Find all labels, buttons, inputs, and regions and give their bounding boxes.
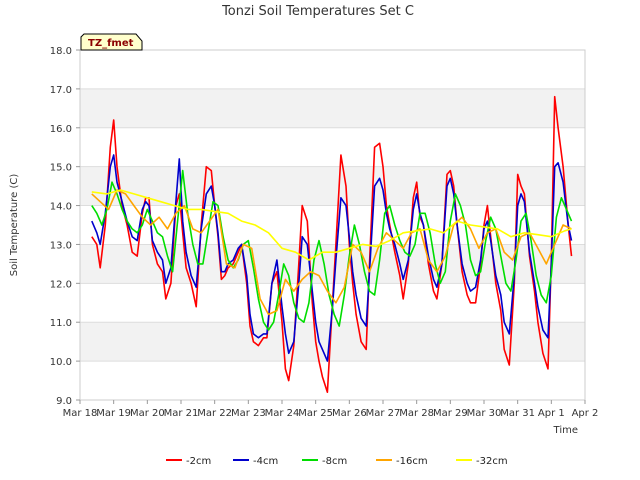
legend-label: -8cm: [322, 456, 347, 467]
grid-bands: [80, 88, 585, 362]
x-tick-label: Mar 27: [366, 408, 401, 419]
y-tick-label: 18.0: [50, 46, 72, 57]
tz-annotation-box: [80, 33, 143, 51]
x-tick-label: Mar 30: [467, 408, 502, 419]
grid-band: [80, 166, 585, 206]
y-tick-label: 13.0: [50, 240, 72, 251]
y-axis-ticks: 9.0 10.0 11.0 12.0 13.0 14.0 15.0 16.0 17.0 18.0: [50, 46, 80, 407]
x-tick-label: Mar 20: [130, 408, 165, 419]
series-line-minus-4cm: [91, 154, 573, 362]
grid-band: [80, 88, 585, 128]
grid-band: [80, 322, 585, 362]
x-tick-label: Mar 31: [500, 408, 535, 419]
legend-label: -2cm: [186, 456, 211, 467]
y-tick-label: 10.0: [50, 357, 72, 368]
y-tick-label: 15.0: [50, 163, 72, 174]
y-tick-label: 12.0: [50, 279, 72, 290]
y-tick-label: 14.0: [50, 202, 72, 213]
legend: -2cm -4cm -8cm -16cm -32cm: [166, 456, 508, 467]
y-axis-title: Soil Temperature (C): [9, 174, 20, 277]
series-line-minus-8cm: [91, 169, 573, 331]
x-tick-label: Mar 28: [399, 408, 434, 419]
x-tick-label: Mar 19: [96, 408, 131, 419]
x-tick-label: Mar 25: [298, 408, 333, 419]
x-tick-label: Mar 24: [265, 408, 300, 419]
legend-label: -32cm: [476, 456, 508, 467]
x-tick-label: Mar 18: [63, 408, 98, 419]
y-tick-label: 16.0: [50, 124, 72, 135]
legend-label: -16cm: [396, 456, 428, 467]
x-tick-label: Mar 21: [164, 408, 199, 419]
chart-title: Tonzi Soil Temperatures Set C: [221, 4, 414, 19]
x-tick-label: Mar 23: [231, 408, 266, 419]
tz-annotation: TZ_fmet: [80, 33, 143, 51]
tz-annotation-label: TZ_fmet: [88, 38, 134, 49]
y-tick-label: 11.0: [50, 318, 72, 329]
x-tick-label: Mar 22: [197, 408, 232, 419]
series-line-minus-32cm: [91, 189, 572, 261]
y-tick-label: 9.0: [56, 396, 72, 407]
series-lines: [91, 95, 573, 393]
plot-area-frame: [79, 49, 586, 401]
y-tick-label: 17.0: [50, 85, 72, 96]
x-tick-label: Apr 2: [572, 408, 599, 419]
x-axis-title: Time: [553, 425, 578, 436]
x-tick-label: Mar 26: [332, 408, 367, 419]
x-tick-label: Apr 1: [538, 408, 565, 419]
legend-label: -4cm: [253, 456, 278, 467]
series-line-minus-16cm: [91, 189, 572, 316]
x-tick-label: Mar 29: [433, 408, 468, 419]
